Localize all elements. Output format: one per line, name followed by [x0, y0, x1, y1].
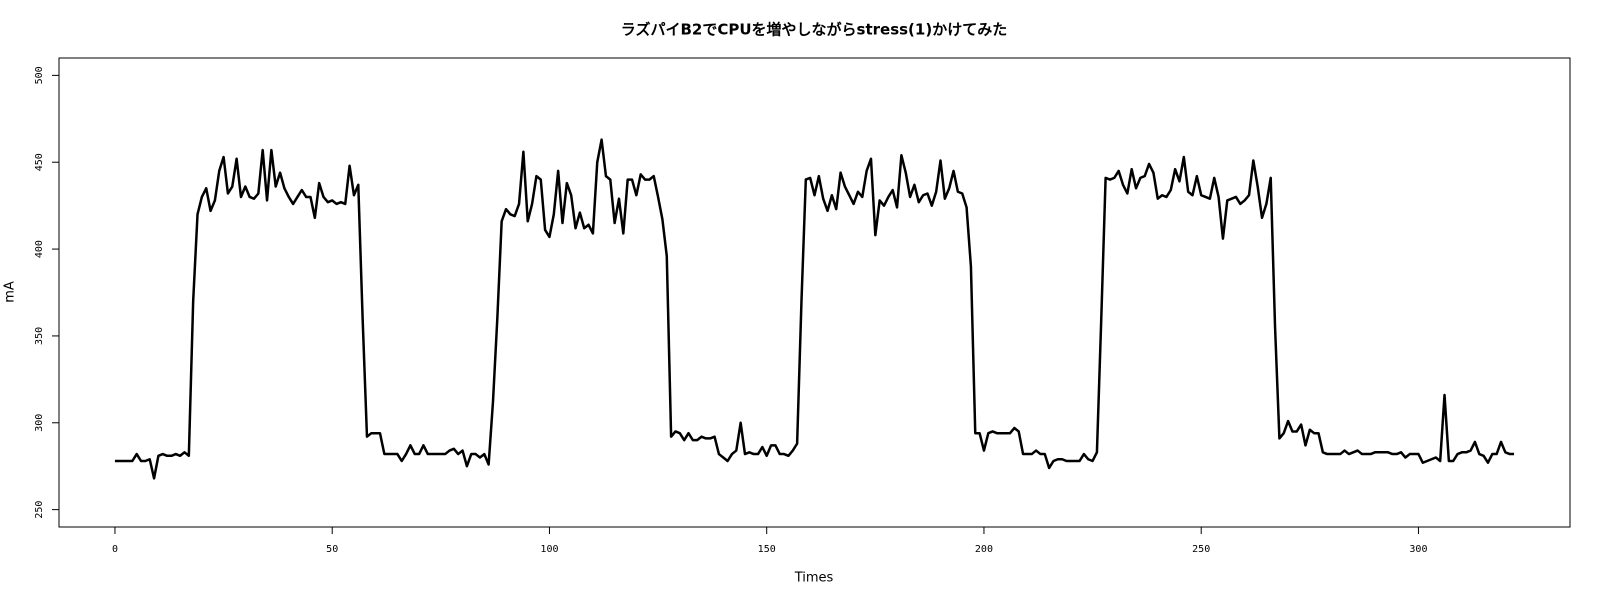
x-tick-label: 100 — [540, 544, 558, 555]
plot-box — [58, 57, 1571, 528]
data-line — [114, 138, 1515, 480]
y-tick-label: 400 — [34, 240, 45, 258]
y-tick-label: 250 — [34, 501, 45, 519]
y-axis-label: mA — [3, 281, 18, 303]
y-tick-label: 350 — [34, 327, 45, 345]
x-tick-label: 50 — [326, 544, 338, 555]
y-tick-label: 300 — [34, 414, 45, 432]
x-tick-label: 300 — [1409, 544, 1427, 555]
x-tick-label: 150 — [758, 544, 776, 555]
chart-title: ラズパイB2でCPUを増やしながらstress(1)かけてみた — [621, 21, 1007, 39]
x-axis-label: Times — [794, 571, 834, 586]
y-tick-label: 450 — [34, 153, 45, 171]
y-tick-label: 500 — [34, 66, 45, 84]
x-tick-label: 250 — [1192, 544, 1210, 555]
x-tick-label: 200 — [975, 544, 993, 555]
x-tick-label: 0 — [112, 544, 118, 555]
